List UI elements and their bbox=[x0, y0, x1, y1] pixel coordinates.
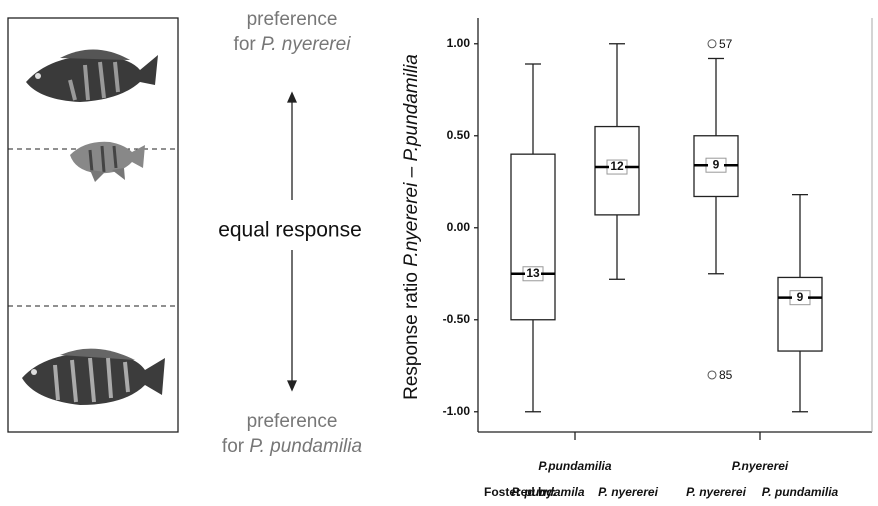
outlier bbox=[707, 370, 717, 380]
y-tick-label: -1.00 bbox=[443, 404, 471, 418]
n-bg bbox=[792, 291, 808, 304]
y-tick-label: 0.50 bbox=[447, 128, 471, 142]
n-bg bbox=[525, 267, 541, 280]
bottom-label: preference bbox=[247, 411, 338, 432]
fish-large-bottom bbox=[22, 348, 165, 405]
outlier-label: 57 bbox=[719, 37, 733, 51]
species: P. nyererei bbox=[261, 34, 351, 55]
category-label: P. pundamila bbox=[511, 485, 584, 499]
box bbox=[777, 276, 823, 352]
fostered-label: Fostered by: bbox=[484, 485, 556, 499]
y-axis-label: Response ratio P.nyererei – P.pundamilia bbox=[401, 54, 422, 400]
species: P. pundamilia bbox=[249, 436, 362, 457]
n-label: 12 bbox=[610, 159, 624, 173]
n-label: 9 bbox=[713, 157, 720, 171]
n-label: 9 bbox=[797, 290, 804, 304]
y-tick-label: 0.00 bbox=[447, 220, 471, 234]
group-label: P.nyererei bbox=[732, 459, 789, 473]
category-label: P. nyererei bbox=[598, 485, 658, 499]
fish-large-top bbox=[26, 49, 158, 102]
category-label: P. pundamilia bbox=[762, 485, 839, 499]
category-label: P. nyererei bbox=[686, 485, 746, 499]
bottom-label: for P. pundamilia bbox=[222, 436, 362, 457]
top-label: preference bbox=[247, 9, 338, 30]
middle-label: equal response bbox=[218, 219, 362, 242]
outlier bbox=[707, 39, 717, 49]
panel-frame bbox=[7, 17, 179, 433]
y-tick-label: -0.50 bbox=[443, 312, 471, 326]
label-part: for bbox=[222, 436, 249, 457]
n-label: 13 bbox=[526, 266, 540, 280]
arrows bbox=[286, 91, 298, 392]
box bbox=[510, 153, 556, 321]
n-bg bbox=[708, 159, 724, 172]
n-bg bbox=[609, 161, 625, 174]
fish-small bbox=[70, 141, 145, 182]
label-part: P.nyererei – P.pundamilia bbox=[401, 54, 422, 267]
label-part: for bbox=[234, 34, 261, 55]
outlier-label: 85 bbox=[719, 368, 733, 382]
label-part: Response ratio bbox=[401, 267, 422, 400]
group-label: P.pundamilia bbox=[538, 459, 611, 473]
y-tick-label: 1.00 bbox=[447, 36, 471, 50]
top-label: for P. nyererei bbox=[234, 34, 352, 55]
